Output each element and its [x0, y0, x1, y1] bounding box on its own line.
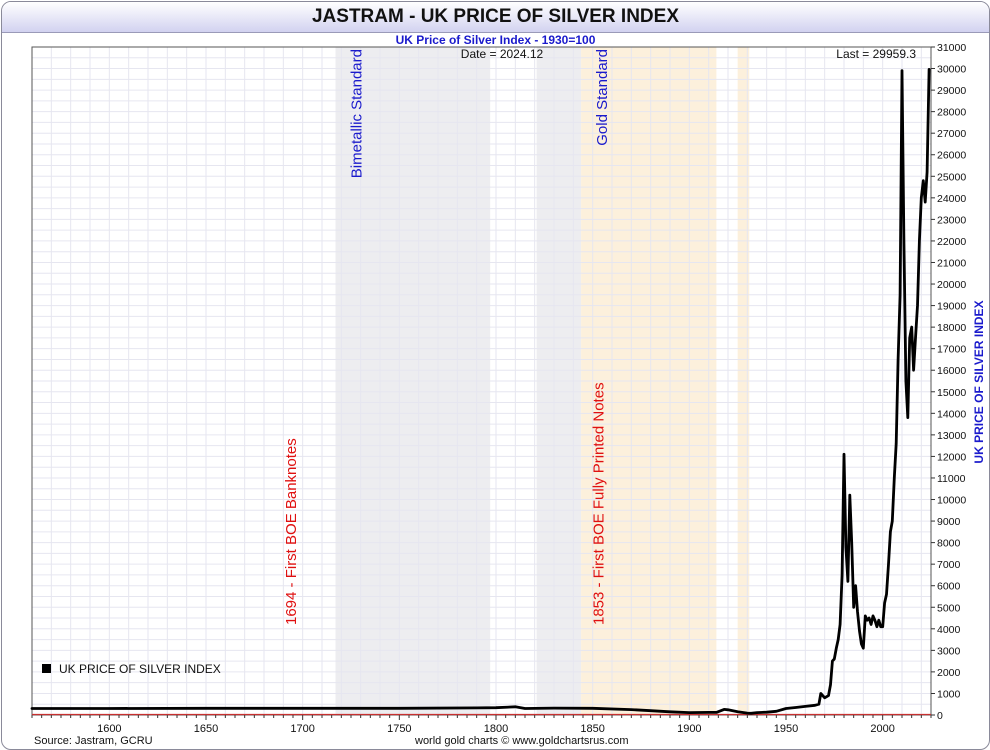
y-tick-label: 0	[937, 710, 943, 722]
y-tick-label: 18000	[937, 322, 966, 334]
x-tick-label: 1900	[677, 723, 701, 735]
y-axis-title: UK PRICE OF SILVER INDEX	[972, 300, 986, 463]
y-tick-label: 17000	[937, 344, 966, 356]
y-tick-label: 8000	[937, 538, 961, 550]
date-label: Date = 2024.12	[461, 47, 544, 61]
y-tick-label: 11000	[937, 473, 966, 485]
region-labels-layer: Bimetallic Standard Gold Standard	[349, 49, 612, 178]
x-tick-label: 1950	[774, 723, 798, 735]
source-label: Source: Jastram, GCRU	[34, 735, 153, 747]
y-axis-layer: 0 1000 2000 3000 4000 5000 6000 7000 8000 9000 100…	[931, 42, 966, 722]
y-tick-label: 12000	[937, 451, 966, 463]
y-tick-label: 5000	[937, 602, 961, 614]
x-tick-label: 1650	[194, 723, 218, 735]
legend-swatch	[42, 664, 51, 673]
annotation-1: 1853 - First BOE Fully Printed Notes	[590, 382, 607, 625]
y-tick-label: 16000	[937, 365, 966, 377]
y-tick-label: 31000	[937, 42, 966, 54]
chart-title: JASTRAM - UK PRICE OF SILVER INDEX	[311, 6, 679, 27]
x-tick-label: 1700	[290, 723, 314, 735]
y-tick-label: 1000	[937, 688, 961, 700]
x-tick-label: 1800	[484, 723, 508, 735]
y-tick-label: 25000	[937, 171, 966, 183]
y-tick-label: 3000	[937, 645, 961, 657]
y-tick-label: 21000	[937, 257, 966, 269]
y-tick-label: 7000	[937, 559, 961, 571]
y-tick-label: 29000	[937, 85, 966, 97]
x-axis-layer: 1600 1650 1700 1750 1800 1850 1900 1950 2000	[31, 715, 932, 735]
legend-label: UK PRICE OF SILVER INDEX	[59, 662, 221, 676]
region-label-0: Bimetallic Standard	[349, 49, 366, 178]
y-tick-label: 24000	[937, 193, 966, 205]
y-tick-label: 4000	[937, 624, 961, 636]
y-tick-label: 20000	[937, 279, 966, 291]
y-tick-label: 30000	[937, 64, 966, 76]
y-tick-label: 23000	[937, 214, 966, 226]
y-tick-label: 10000	[937, 495, 966, 507]
x-tick-label: 1600	[97, 723, 121, 735]
y-tick-label: 13000	[937, 430, 966, 442]
x-tick-label: 1850	[580, 723, 604, 735]
chart-subtitle: UK Price of Silver Index - 1930=100	[395, 33, 596, 47]
y-tick-label: 6000	[937, 581, 961, 593]
region-label-2: Gold Standard	[594, 49, 611, 146]
annotation-0: 1694 - First BOE Banknotes	[283, 438, 300, 625]
y-tick-label: 9000	[937, 516, 961, 528]
annotations-layer: 1694 - First BOE Banknotes 1853 - First B…	[283, 382, 607, 625]
x-tick-label: 1750	[387, 723, 411, 735]
title-bar	[2, 2, 989, 33]
y-tick-label: 26000	[937, 150, 966, 162]
y-tick-label: 27000	[937, 128, 966, 140]
last-label: Last = 29959.3	[836, 47, 916, 61]
credit-label: world gold charts © www.goldchartsrus.co…	[415, 735, 629, 747]
y-tick-label: 15000	[937, 387, 966, 399]
y-tick-label: 22000	[937, 236, 966, 248]
x-tick-label: 2000	[870, 723, 894, 735]
y-tick-label: 2000	[937, 667, 961, 679]
y-tick-label: 14000	[937, 408, 966, 420]
series-layer	[30, 68, 931, 716]
y-tick-label: 28000	[937, 107, 966, 119]
y-tick-label: 19000	[937, 301, 966, 313]
grid-layer	[31, 46, 931, 716]
series-line-0	[30, 68, 931, 715]
